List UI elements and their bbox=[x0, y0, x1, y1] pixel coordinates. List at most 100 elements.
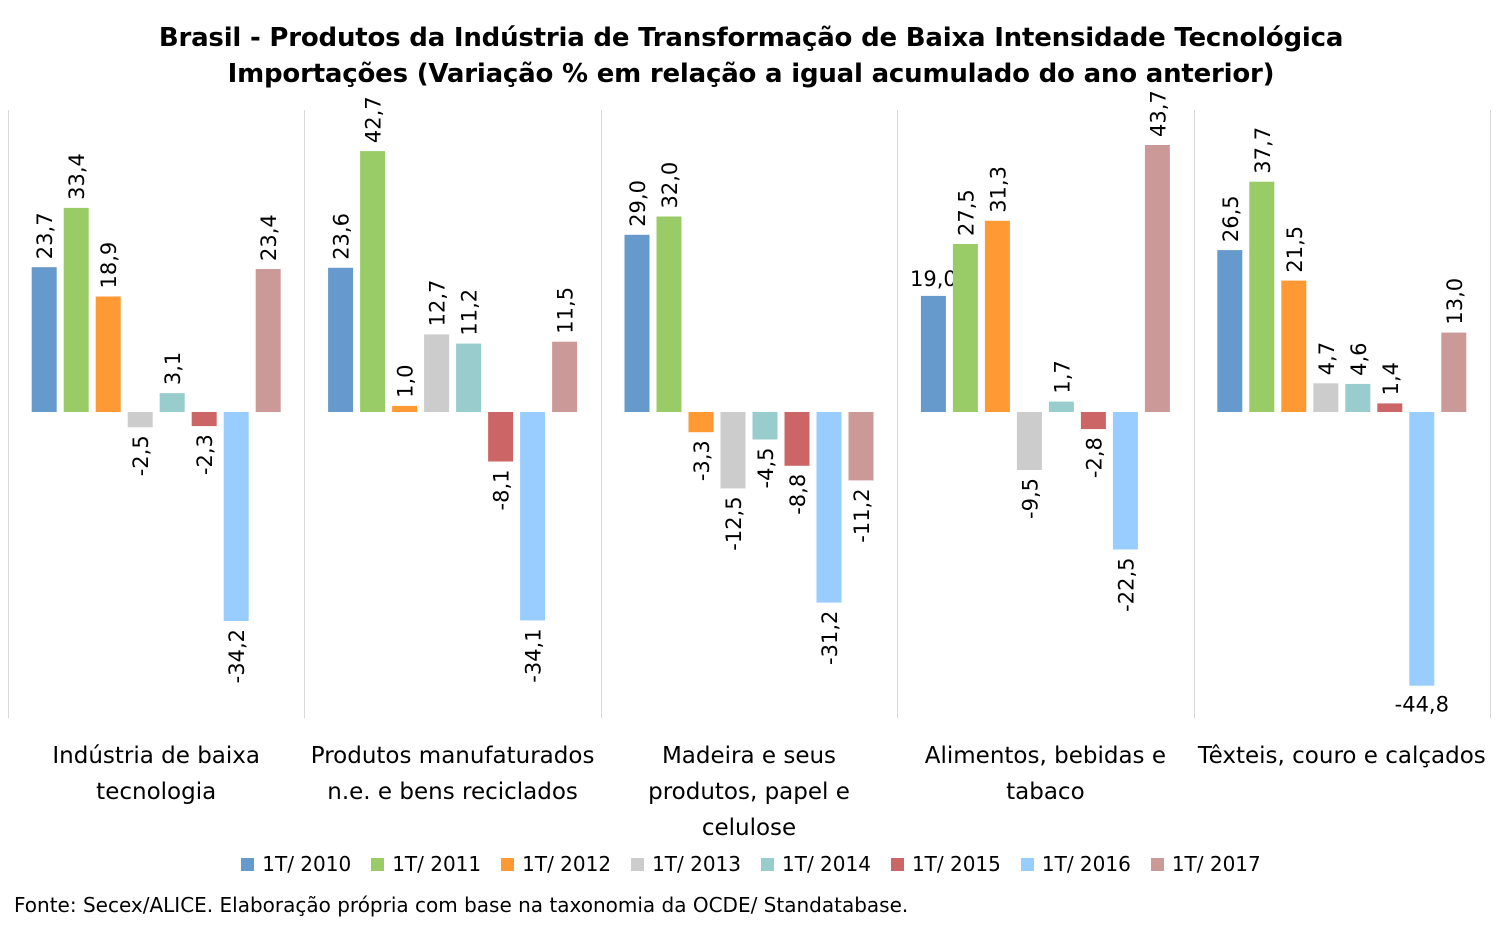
data-label: 1,0 bbox=[394, 364, 418, 397]
category-label: Têxteis, couro e calçados bbox=[1197, 738, 1487, 774]
legend: 1T/ 2010 1T/ 2011 1T/ 2012 1T/ 2013 1T/ 2014… bbox=[0, 852, 1502, 876]
bar bbox=[784, 412, 810, 466]
data-label: -2,8 bbox=[1082, 437, 1106, 478]
legend-label: 1T/ 2015 bbox=[911, 852, 1001, 876]
data-label: -8,8 bbox=[786, 474, 810, 515]
bar bbox=[360, 151, 386, 412]
legend-label: 1T/ 2013 bbox=[652, 852, 741, 876]
data-label: 31,3 bbox=[986, 166, 1010, 213]
chart-title: Brasil - Produtos da Indústria de Transf… bbox=[0, 20, 1502, 92]
category-label: Madeira e seus produtos, papel e celulose bbox=[604, 738, 894, 846]
category-label-line: n.e. e bens reciclados bbox=[327, 779, 578, 805]
data-label: 12,7 bbox=[426, 280, 450, 327]
bar bbox=[1217, 250, 1243, 412]
data-label: 23,7 bbox=[33, 212, 57, 259]
bar bbox=[1016, 412, 1042, 470]
data-label: -31,2 bbox=[818, 611, 842, 665]
legend-label: 1T/ 2011 bbox=[392, 852, 482, 876]
bar bbox=[920, 295, 946, 412]
data-label: 3,1 bbox=[161, 352, 185, 385]
data-label: 11,5 bbox=[554, 287, 578, 334]
bar bbox=[456, 343, 482, 412]
legend-swatch bbox=[761, 857, 774, 871]
data-label: -34,1 bbox=[522, 628, 546, 682]
category-label-line: Alimentos, bebidas e bbox=[924, 743, 1166, 769]
bar bbox=[328, 267, 354, 412]
bar bbox=[1409, 412, 1435, 686]
data-label: -9,5 bbox=[1018, 478, 1042, 519]
data-label: -44,8 bbox=[1395, 693, 1449, 717]
bar bbox=[1281, 280, 1307, 412]
legend-label: 1T/ 2017 bbox=[1171, 852, 1261, 876]
bar bbox=[1112, 412, 1138, 550]
bar bbox=[255, 269, 281, 412]
data-label: 11,2 bbox=[458, 289, 482, 336]
legend-item: 1T/ 2015 bbox=[890, 852, 1001, 876]
data-label: 27,5 bbox=[954, 189, 978, 236]
legend-item: 1T/ 2010 bbox=[241, 852, 351, 876]
bar bbox=[159, 393, 185, 412]
bar bbox=[1144, 145, 1170, 412]
data-label: 1,7 bbox=[1050, 360, 1074, 393]
bar bbox=[1048, 401, 1074, 412]
data-label: 13,0 bbox=[1443, 278, 1467, 325]
data-label: 42,7 bbox=[362, 96, 386, 143]
bar bbox=[223, 412, 249, 621]
legend-label: 1T/ 2014 bbox=[782, 852, 871, 876]
bar bbox=[1377, 403, 1403, 412]
legend-item: 1T/ 2016 bbox=[1020, 852, 1131, 876]
legend-label: 1T/ 2010 bbox=[262, 852, 352, 876]
bar bbox=[31, 267, 57, 412]
legend-swatch bbox=[890, 857, 904, 871]
data-label: -34,2 bbox=[225, 629, 249, 683]
bar bbox=[1313, 383, 1339, 412]
bar bbox=[1441, 332, 1467, 412]
category-label-line: Têxteis, couro e calçados bbox=[1197, 743, 1486, 769]
bar bbox=[191, 412, 217, 427]
data-label: -11,2 bbox=[850, 488, 874, 542]
data-label: 26,5 bbox=[1219, 195, 1243, 242]
data-label: 19,0 bbox=[910, 267, 957, 291]
bar bbox=[520, 412, 546, 621]
data-label: 37,7 bbox=[1251, 127, 1275, 174]
category-label-line: produtos, papel e bbox=[648, 779, 850, 805]
data-label: -4,5 bbox=[754, 448, 778, 489]
legend-swatch bbox=[1020, 857, 1034, 871]
legend-label: 1T/ 2012 bbox=[522, 852, 612, 876]
bar bbox=[752, 412, 778, 440]
data-label: -22,5 bbox=[1114, 558, 1138, 612]
bar bbox=[392, 405, 418, 412]
category-label-line: Indústria de baixa bbox=[52, 743, 260, 769]
bar bbox=[624, 234, 650, 412]
bar bbox=[984, 220, 1010, 412]
legend-item: 1T/ 2014 bbox=[761, 852, 871, 876]
data-label: -2,3 bbox=[193, 434, 217, 475]
data-label: -12,5 bbox=[722, 496, 746, 550]
data-label: -2,5 bbox=[129, 435, 153, 476]
data-label: -8,1 bbox=[490, 470, 514, 511]
bar bbox=[656, 216, 682, 412]
category-label: Produtos manufaturados n.e. e bens recicl… bbox=[308, 738, 598, 810]
bar bbox=[127, 412, 153, 428]
data-label: 23,4 bbox=[257, 214, 281, 261]
category-label: Alimentos, bebidas e tabaco bbox=[900, 738, 1190, 810]
legend-item: 1T/ 2017 bbox=[1150, 852, 1261, 876]
category-label-line: tabaco bbox=[1006, 779, 1085, 805]
bar bbox=[63, 207, 89, 412]
legend-swatch bbox=[241, 857, 255, 871]
legend-label: 1T/ 2016 bbox=[1041, 852, 1131, 876]
chart-title-line-1: Brasil - Produtos da Indústria de Transf… bbox=[158, 23, 1344, 53]
chart-title-line-2: Importações (Variação % em relação a igu… bbox=[227, 59, 1275, 89]
data-label: 1,4 bbox=[1379, 362, 1403, 395]
bar bbox=[1345, 383, 1371, 412]
bar bbox=[816, 412, 842, 603]
category-label-line: Madeira e seus bbox=[661, 743, 837, 769]
data-label: 29,0 bbox=[626, 180, 650, 227]
bar bbox=[1080, 412, 1106, 430]
bar bbox=[848, 412, 874, 481]
bar bbox=[424, 334, 450, 412]
legend-swatch bbox=[631, 857, 645, 871]
data-label: 33,4 bbox=[65, 153, 89, 200]
